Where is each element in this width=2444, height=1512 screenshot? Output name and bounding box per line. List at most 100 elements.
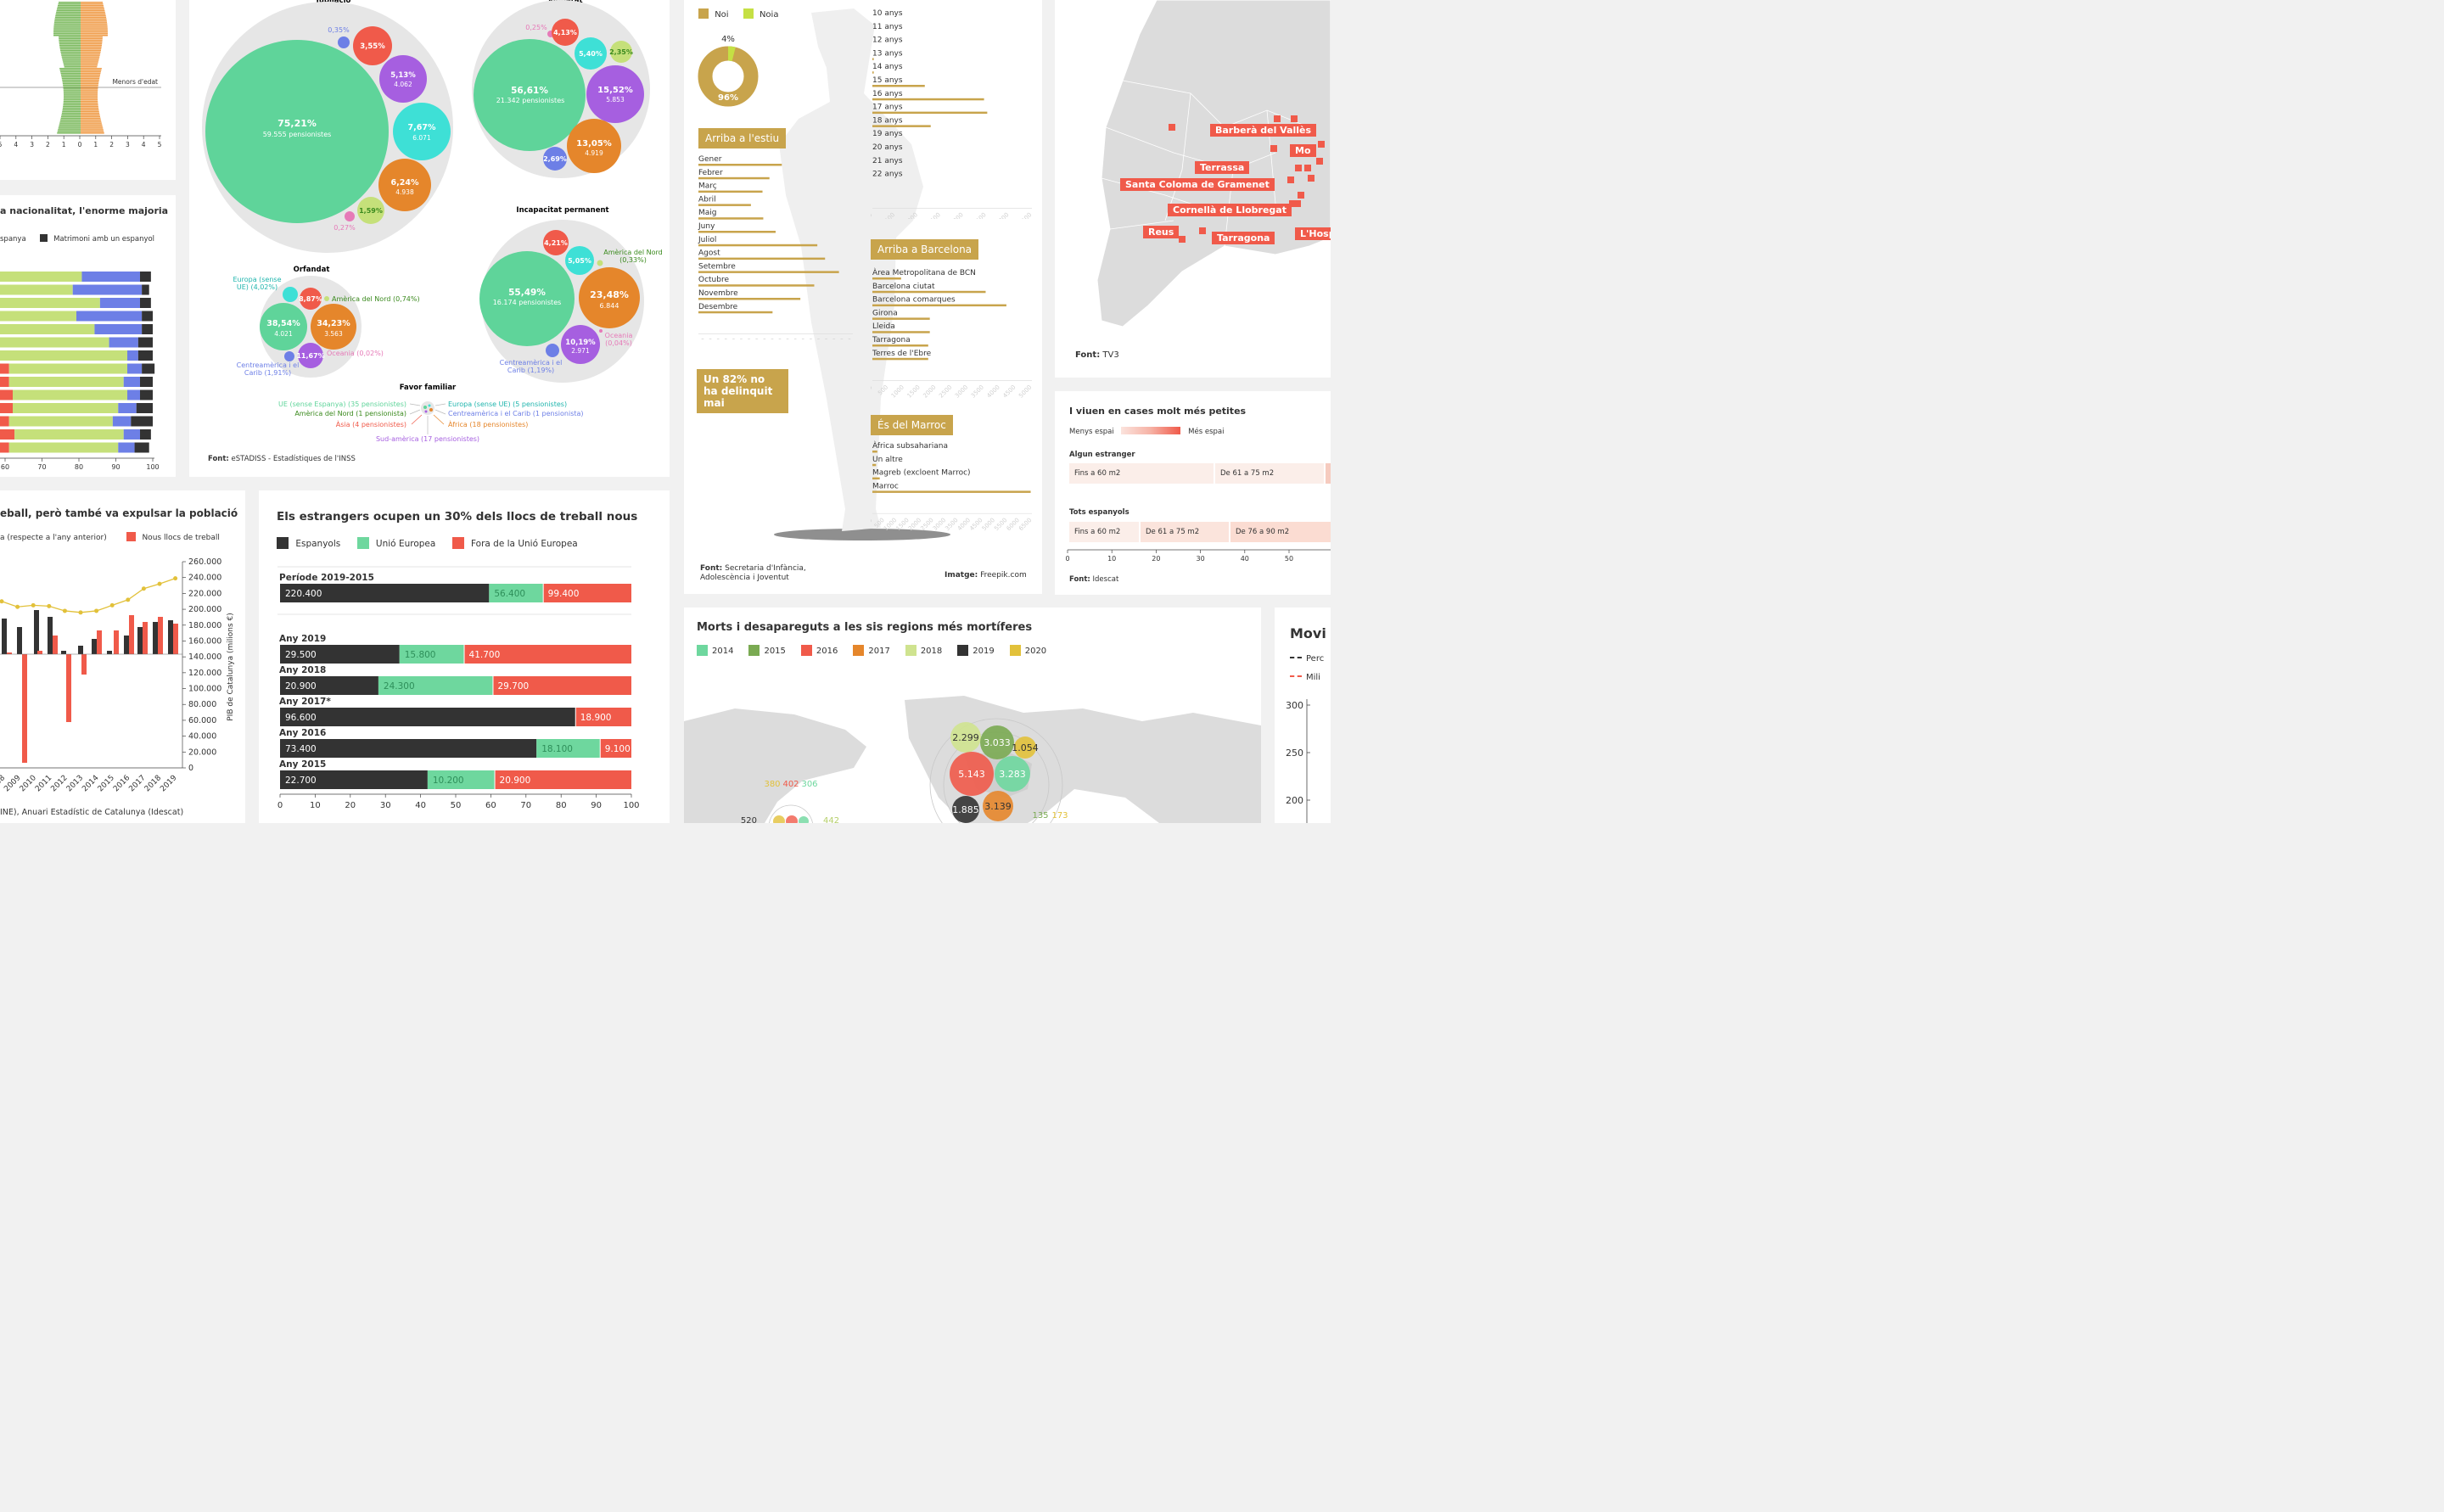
pyramid-bar-right [81,120,102,122]
places-tick: 3500 [970,384,985,399]
map-city-label: Terrassa [1195,161,1250,174]
inc-bubble-sud [561,325,600,364]
legend-pib-label: a (respecte a l'any anterior) [0,534,107,542]
nationality-segment [72,284,143,295]
months-label: Gener [698,155,722,164]
panel-houses: I viuen en cases molt més petites Menys … [1055,391,1331,595]
pyramid-bar-right [81,28,108,30]
orf-bubble-nord [324,296,329,301]
jobs-value-ue: 18.100 [541,744,573,754]
pyramid-tick-label: 2 [109,141,114,148]
morts-legend-swatch [957,645,969,656]
pyramid-bar-left [59,126,81,127]
houses-g2-seg2: De 61 a 75 m2 [1141,522,1229,542]
nationality-tick-label: 60 [1,463,9,471]
am-bubble [773,815,785,823]
vid-asia-pct: 4,13% [553,29,577,36]
months-tick: 0 [697,337,699,339]
places-label: Àrea Metropolitana de BCN [872,267,976,277]
origins-label: Un altre [872,456,903,464]
vid-oceania-pct: 0,25% [525,24,547,31]
pyramid-bar-right [81,36,103,38]
places-tick: 4000 [986,384,1001,399]
pyramid-bar-left [59,69,81,71]
ages-bar [872,111,988,115]
nationality-segment [0,337,109,348]
pyramid-bar-right [81,44,102,47]
pyramid-bar-right [81,82,99,85]
jobs-tick-label: 10 [310,801,321,810]
pyramid-bar-left [54,20,81,21]
nationality-segment [8,416,113,427]
nationality-segment [8,442,119,453]
nationality-segment [140,429,151,440]
pyramid-bar-right [81,59,99,61]
ages-tick: 1000 [904,211,919,219]
menors-source-label: Font: [700,564,723,573]
map-source-label: Font: [1075,350,1101,360]
pyramid-bar-left [56,11,81,14]
map-source-text: TV3 [1102,350,1119,360]
pyramid-bar-left [58,127,81,129]
places-bar [872,290,986,294]
places-tick: 2500 [938,384,953,399]
months-label: Agost [698,249,720,258]
months-bar [698,190,763,193]
months-label: Febrer [698,169,723,177]
origins-tick: 6000 [1006,517,1021,532]
months-bar [698,311,773,314]
months-tick: 350 [741,337,754,339]
jub-centre-pct: 0,35% [328,26,350,34]
inc-bubble-nord [597,260,603,266]
jobs-value-esp: 220.400 [285,589,322,599]
pyramid-bar-left [61,74,81,76]
map-dot [1289,200,1296,207]
pyramid-bar-left [63,84,81,86]
places-label: Tarragona [872,336,911,344]
months-label: Març [698,182,717,191]
pyramid-bar-right [81,91,98,92]
months-tick: 100 [702,337,715,339]
places-tick: 3000 [954,384,969,399]
pyramid-bar-right [81,132,104,134]
months-label: Abril [698,195,716,204]
pyramid-bar-left [53,35,81,36]
pyramid-bar-right [81,53,101,54]
places-label: Barcelona comarques [872,296,956,305]
morts-legend: 2014 2015 2016 2017 2018 2019 2020 [697,645,1062,656]
nationality-segment [140,298,151,308]
places-tick: 5000 [1017,384,1033,399]
orf-nord-label: Amèrica del Nord (0,74%) [332,294,420,303]
ages-tick: 0 [871,211,873,219]
pyramid-bar-left [53,33,81,35]
months-tick: 400 [748,337,761,339]
places-tick: 4500 [1001,384,1017,399]
pyramid-tick-label: 3 [30,141,34,148]
ages-tick: 2500 [972,211,987,219]
legend-ue-label: Unió Europea [375,539,436,549]
ages-tick: 3000 [995,211,1010,219]
pyramid-bar-right [81,21,108,23]
pyramid-bar-left [63,96,81,98]
jobs-value-ue: 15.800 [405,650,436,660]
jobs-bar-esp [280,676,378,695]
map-dot [1318,141,1325,148]
houses-group2-label: Tots espanyols [1069,508,1130,517]
pyramid-bar-left [59,48,81,50]
panel-pib: eball, però també va expulsar la poblaci… [0,490,245,823]
origins-tick: 5500 [993,517,1008,532]
pyramid-bar-right [81,112,100,115]
box-barcelona: Arriba a Barcelona [871,239,979,260]
jobs-bar-fora [600,739,631,758]
jobs-legend: Espanyols Unió Europea Fora de la Unió E… [277,537,578,549]
jobs-bar-ue [378,676,493,695]
pib-tick-label: 0 [188,764,193,773]
nationality-segment [131,416,153,427]
origins-label: Magreb (excloent Marroc) [872,469,971,478]
jobs-value-esp: 29.500 [285,650,317,660]
pyramid-bar-left [53,26,81,28]
pyramid-bar-right [81,72,101,75]
pyramid-bar-right [81,48,102,50]
nationality-segment [0,416,9,427]
pyramid-bar-left [58,3,81,5]
